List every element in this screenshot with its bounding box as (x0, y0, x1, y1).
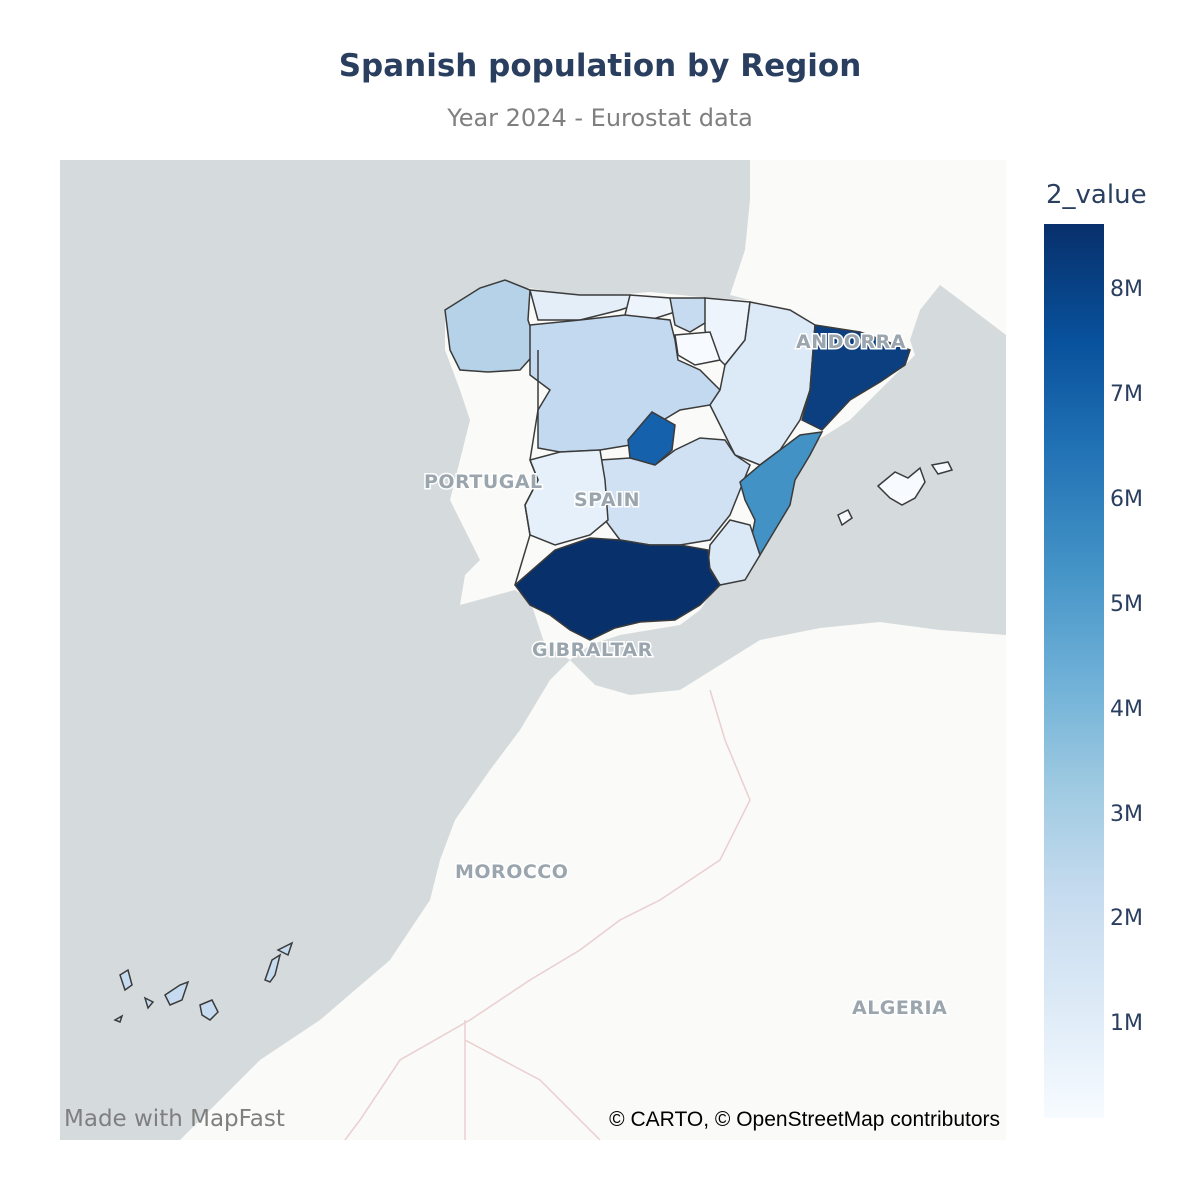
watermark: Made with MapFast (64, 1106, 285, 1132)
land-france (730, 160, 1006, 340)
colorbar-tick: 6M (1110, 487, 1143, 512)
region-catalonia (801, 324, 911, 431)
colorbar-tick: 2M (1110, 906, 1143, 931)
region-cantabria (624, 294, 676, 321)
map-canvas[interactable]: ANDORRA PORTUGAL SPAIN GIBRALTAR MOROCCO… (60, 160, 1006, 1140)
border-western (464, 1020, 601, 1140)
balearic-mallorca (876, 466, 926, 506)
label-gibraltar: GIBRALTAR (532, 639, 653, 661)
colorbar-tick: 7M (1110, 382, 1143, 407)
canary-islands (113, 941, 294, 1023)
balearic-menorca (930, 461, 954, 475)
balearic-ibiza (837, 508, 853, 527)
label-portugal: PORTUGAL (424, 471, 543, 493)
label-morocco: MOROCCO (455, 861, 568, 883)
colorbar-tick: 5M (1110, 592, 1143, 617)
land-africa (180, 622, 1006, 1140)
region-andalusia (513, 537, 721, 641)
border-portugal (514, 350, 539, 586)
border-morocco-algeria (344, 689, 751, 1140)
region-valencia (739, 431, 824, 557)
label-andorra: ANDORRA (796, 331, 906, 353)
region-basque (669, 297, 711, 333)
map-attribution[interactable]: © CARTO, © OpenStreetMap contributors (609, 1108, 1000, 1131)
label-spain: SPAIN (574, 489, 640, 511)
label-algeria: ALGERIA (852, 997, 947, 1019)
colorbar-title: 2_value (1046, 180, 1147, 210)
chart-subtitle: Year 2024 - Eurostat data (447, 104, 753, 132)
colorbar-tick: 4M (1110, 697, 1143, 722)
chart-title: Spanish population by Region (338, 48, 862, 84)
colorbar-tick: 1M (1110, 1011, 1143, 1036)
colorbar-tick: 8M (1110, 277, 1143, 302)
colorbar-tick: 3M (1110, 802, 1143, 827)
colorbar-gradient (1044, 224, 1104, 1118)
map-svg: ANDORRA PORTUGAL SPAIN GIBRALTAR MOROCCO… (60, 160, 1006, 1140)
